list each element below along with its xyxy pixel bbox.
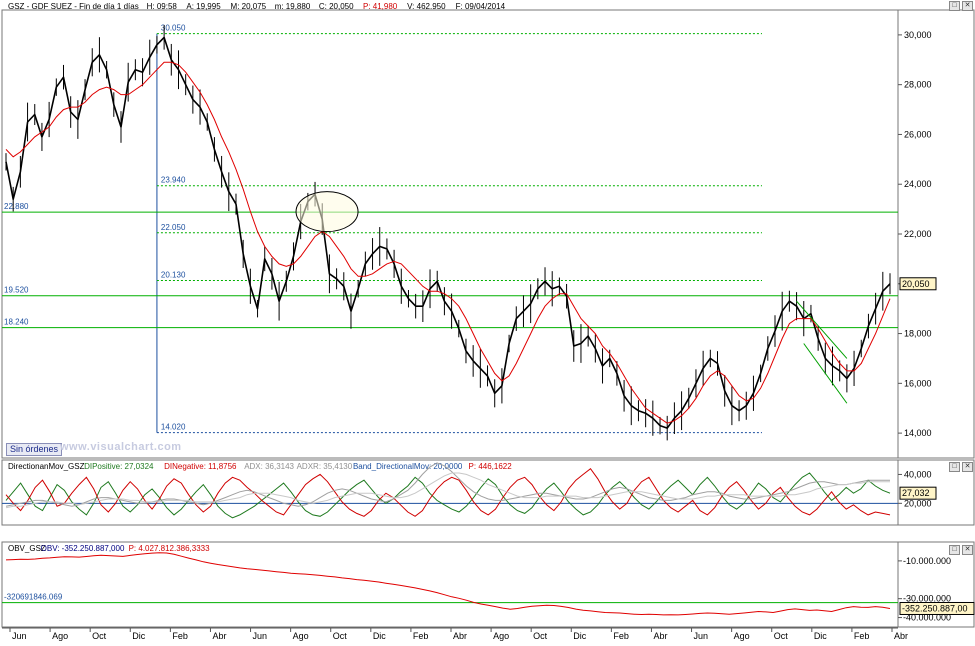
last-value-box bbox=[899, 486, 937, 500]
indicator-legend: ADX: 36,3143 bbox=[244, 462, 294, 471]
indicator-legend: OBV_GSZ bbox=[8, 544, 46, 553]
last-value-label: -352.250.887,00 bbox=[902, 603, 968, 613]
y-tick-label: 16,000 bbox=[904, 378, 932, 388]
y-tick-label: 14,000 bbox=[904, 428, 932, 438]
indicator-legend: ADXR: 35,4130 bbox=[297, 462, 353, 471]
indicator-legend: DIPositive: 27,0324 bbox=[84, 462, 154, 471]
y-tick-label: 20,000 bbox=[904, 498, 932, 508]
y-tick-label: 18,000 bbox=[904, 329, 932, 339]
x-tick-label: Ago bbox=[52, 631, 68, 641]
y-tick-label: 30,000 bbox=[904, 30, 932, 40]
x-tick-label: Oct bbox=[92, 631, 107, 641]
indicator-legend: P: 446,1622 bbox=[469, 462, 513, 471]
obv-level-label: -320691846.069 bbox=[4, 593, 63, 602]
indicator-legend: DINegative: 11,8756 bbox=[164, 462, 237, 471]
x-tick-label: Oct bbox=[774, 631, 789, 641]
y-axis-strip bbox=[897, 9, 975, 459]
panel-frame bbox=[1, 9, 899, 459]
dm-series-line bbox=[5, 472, 890, 509]
x-tick-label: Ago bbox=[493, 631, 509, 641]
indicator-legend: DirectionanMov_GSZ bbox=[8, 462, 85, 471]
level-label: 19.520 bbox=[4, 286, 29, 295]
brand-watermark: www.visualchart.com bbox=[60, 441, 182, 453]
channel-line-upper bbox=[796, 300, 848, 359]
header-readout: A: 19,995 bbox=[186, 2, 221, 11]
dm-series-line bbox=[5, 467, 891, 517]
header-readout: M: 20,075 bbox=[231, 2, 267, 11]
annotation-ellipse bbox=[295, 191, 359, 233]
y-tick-label: -30.000.000 bbox=[903, 594, 951, 604]
panel-close-icon[interactable]: ✕ bbox=[962, 1, 973, 11]
x-tick-label: Abr bbox=[212, 631, 226, 641]
panel-close-icon[interactable]: ✕ bbox=[962, 462, 973, 472]
chart-title: GSZ - GDF SUEZ - Fin de día 1 días bbox=[8, 2, 139, 11]
level-label: 22.050 bbox=[161, 223, 186, 232]
y-tick-label: 24,000 bbox=[904, 179, 932, 189]
level-label: 22.880 bbox=[4, 202, 29, 211]
channel-line-lower bbox=[803, 343, 848, 404]
indicator-legend: P: 4.027.812.386,3333 bbox=[129, 544, 211, 553]
x-tick-label: Ago bbox=[293, 631, 309, 641]
panel-close-icon[interactable]: ✕ bbox=[962, 545, 973, 555]
x-tick-label: Dic bbox=[573, 631, 586, 641]
panel-maximize-icon[interactable]: □ bbox=[949, 545, 960, 555]
x-tick-label: Feb bbox=[413, 631, 429, 641]
y-tick-label: 22,000 bbox=[904, 229, 932, 239]
x-tick-label: Abr bbox=[653, 631, 667, 641]
x-tick-label: Feb bbox=[613, 631, 629, 641]
obv-series-line bbox=[5, 552, 891, 616]
level-label: 30.050 bbox=[161, 24, 186, 33]
x-tick-label: Jun bbox=[694, 631, 709, 641]
y-tick-label: 26,000 bbox=[904, 129, 932, 139]
indicator-legend: Band_DirectionalMov: 20,0000 bbox=[353, 462, 463, 471]
orders-button[interactable]: Sin órdenes bbox=[6, 443, 63, 456]
level-label: 20.130 bbox=[161, 271, 186, 280]
x-tick-label: Dic bbox=[132, 631, 145, 641]
moving-average-line bbox=[5, 61, 891, 424]
last-value-box bbox=[899, 601, 975, 615]
x-tick-label: Ago bbox=[734, 631, 750, 641]
level-label: 23.940 bbox=[161, 176, 186, 185]
x-tick-label: Feb bbox=[172, 631, 188, 641]
last-value-label: 27,032 bbox=[902, 488, 930, 498]
x-tick-label: Jun bbox=[253, 631, 268, 641]
header-readout: H: 09:58 bbox=[147, 2, 178, 11]
price-series-line bbox=[5, 36, 891, 429]
x-tick-label: Oct bbox=[333, 631, 348, 641]
dm-series-line bbox=[5, 472, 891, 519]
indicator-legend: OBV: -352.250.887,000 bbox=[41, 544, 125, 553]
panel-maximize-icon[interactable]: □ bbox=[949, 1, 960, 11]
x-tick-label: Abr bbox=[894, 631, 908, 641]
x-tick-label: Dic bbox=[814, 631, 827, 641]
last-price-label: 20,050 bbox=[902, 279, 930, 289]
x-tick-label: Feb bbox=[854, 631, 870, 641]
level-label: 14.020 bbox=[161, 423, 186, 432]
header-readout: V: 462.950 bbox=[407, 2, 446, 11]
x-tick-label: Oct bbox=[533, 631, 548, 641]
x-tick-label: Dic bbox=[373, 631, 386, 641]
y-tick-label: 28,000 bbox=[904, 80, 932, 90]
y-tick-label: 40,000 bbox=[904, 469, 932, 479]
y-tick-label: -10.000.000 bbox=[903, 556, 951, 566]
header-readout: F: 09/04/2014 bbox=[456, 2, 506, 11]
header-readout: P: 41,980 bbox=[363, 2, 398, 11]
y-tick-label: -40.000.000 bbox=[903, 613, 951, 623]
x-tick-label: Abr bbox=[453, 631, 467, 641]
level-label: 18.240 bbox=[4, 318, 29, 327]
header-readout: m: 19,880 bbox=[275, 2, 311, 11]
last-price-box bbox=[899, 277, 937, 291]
header-readout: C: 20,050 bbox=[319, 2, 354, 11]
x-tick-label: Jun bbox=[12, 631, 27, 641]
panel-maximize-icon[interactable]: □ bbox=[949, 462, 960, 472]
